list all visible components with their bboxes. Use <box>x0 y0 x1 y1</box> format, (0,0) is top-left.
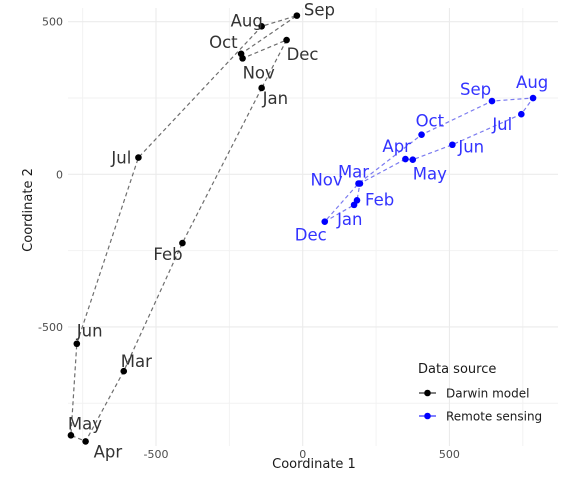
data-point <box>355 180 362 187</box>
point-label: May <box>68 414 102 433</box>
point-label: Jun <box>76 322 103 341</box>
data-point <box>258 23 265 30</box>
data-point <box>258 84 265 92</box>
point-label: Apr <box>382 137 411 156</box>
point-label: Feb <box>153 245 182 264</box>
data-point <box>529 94 537 102</box>
data-point <box>67 432 75 439</box>
x-axis-title: Coordinate 1 <box>272 457 356 472</box>
y-tick-label: -500 <box>38 321 63 334</box>
x-tick-label: 0 <box>299 448 306 461</box>
x-tick-label: -500 <box>144 448 169 461</box>
data-point <box>418 131 425 138</box>
point-label: Jan <box>336 210 362 229</box>
data-point <box>179 239 186 247</box>
legend-key-point <box>424 389 431 397</box>
data-point <box>409 156 417 163</box>
legend-key-point <box>424 412 431 420</box>
point-label: Mar <box>121 352 152 371</box>
data-point <box>449 141 456 149</box>
data-point <box>82 438 89 445</box>
tick-labels: -500 0 500 -500 0 500 <box>38 16 460 461</box>
data-point <box>239 55 246 62</box>
point-label: Sep <box>460 80 491 99</box>
legend-label: Darwin model <box>446 387 529 401</box>
point-label: Jul <box>491 115 512 134</box>
point-label: Jun <box>457 138 484 157</box>
y-tick-label: 0 <box>56 168 63 181</box>
point-label: Jan <box>262 89 288 108</box>
point-label: Mar <box>338 163 369 182</box>
point-label: Sep <box>304 1 335 20</box>
point-label: Aug <box>231 11 263 30</box>
data-point <box>353 196 361 204</box>
point-label: Aug <box>516 73 548 92</box>
data-point <box>518 110 525 118</box>
data-point <box>120 367 128 375</box>
data-point <box>402 155 409 163</box>
point-label: Dec <box>295 226 327 245</box>
data-point <box>293 12 301 19</box>
data-point <box>321 218 329 225</box>
data-points <box>67 12 537 445</box>
point-label: Nov <box>310 171 342 190</box>
point-label: May <box>413 165 447 184</box>
point-label: Nov <box>243 63 275 82</box>
point-label: Oct <box>416 112 445 131</box>
point-label: Apr <box>94 442 123 461</box>
y-axis-title: Coordinate 2 <box>21 168 36 252</box>
data-point <box>135 154 142 161</box>
legend-label: Remote sensing <box>446 410 542 424</box>
point-labels: JanFebMarAprMayJunJulAugSepOctNovDecJanF… <box>68 1 548 462</box>
x-tick-label: 500 <box>439 448 460 461</box>
legend-title: Data source <box>418 362 496 377</box>
point-label: Feb <box>365 190 394 209</box>
point-label: Jul <box>110 149 131 168</box>
y-tick-label: 500 <box>42 16 63 29</box>
data-point <box>488 97 496 105</box>
grid <box>68 8 558 446</box>
legend: Data source Darwin model Remote sensing <box>418 362 542 424</box>
point-label: Dec <box>287 45 319 64</box>
point-label: Oct <box>209 33 238 52</box>
data-point <box>73 340 81 348</box>
data-point <box>283 36 290 44</box>
